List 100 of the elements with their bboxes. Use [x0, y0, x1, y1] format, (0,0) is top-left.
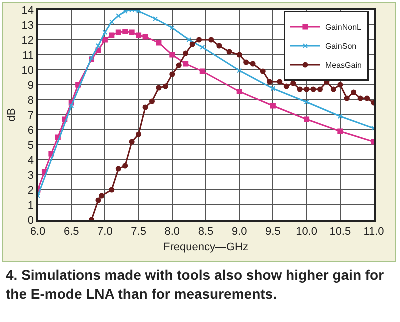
point: [153, 16, 158, 22]
point: [338, 114, 343, 119]
y-tick-label: 5: [28, 140, 34, 152]
x-tick-label: 9.5: [266, 226, 281, 238]
y-tick-label: 8: [28, 94, 34, 107]
x-tick-label: 6.0: [30, 226, 46, 238]
point: [330, 86, 336, 92]
point: [96, 44, 101, 48]
point: [129, 30, 135, 36]
y-tick-label: 6: [28, 124, 34, 137]
point: [297, 86, 303, 92]
point: [102, 37, 108, 43]
y-tick-label: 3: [28, 170, 34, 182]
y-tick-label: 7: [28, 110, 34, 122]
text: 4. Simulations made with tools also show higher gain for the E-mode LNA than for measurements.: [6, 266, 386, 304]
x-tick-label: 8.0: [164, 226, 180, 238]
y-tick-label: 0: [28, 214, 34, 227]
point: [116, 30, 122, 36]
point: [226, 49, 232, 55]
point: [244, 60, 250, 66]
legend-label: GainSon: [325, 42, 357, 52]
point: [358, 96, 364, 102]
point: [186, 38, 192, 42]
point: [109, 32, 115, 38]
point: [116, 166, 122, 172]
y-tick-label: 13: [22, 20, 34, 32]
point: [338, 82, 344, 88]
x-tick-label: 8.5: [198, 226, 214, 238]
point: [156, 85, 162, 91]
point: [122, 10, 128, 14]
y-tick-label: 14: [22, 4, 34, 17]
y-tick-label: 4: [28, 154, 34, 167]
point: [351, 90, 357, 96]
point: [267, 79, 273, 85]
point: [208, 37, 214, 43]
point: [170, 72, 176, 78]
y-tick-label: 2: [28, 184, 34, 197]
y-tick-label: 9: [28, 80, 34, 92]
point: [236, 52, 242, 58]
point: [277, 79, 283, 85]
point: [142, 34, 148, 40]
point: [102, 30, 108, 35]
point: [338, 128, 344, 134]
legend-label: MeasGain: [325, 61, 362, 70]
y-tick-label: 11: [22, 50, 34, 62]
line-series: [89, 37, 374, 220]
legend-label: GainNonL: [325, 23, 362, 32]
point: [170, 26, 175, 30]
x-tick-label: 11.0: [364, 226, 384, 238]
point: [304, 100, 310, 105]
point: [109, 187, 115, 193]
point: [122, 29, 128, 34]
y-axis-title: dB: [6, 108, 18, 122]
point: [310, 86, 316, 92]
x-tick-label: 10.0: [296, 226, 318, 238]
point: [200, 68, 206, 74]
y-tick-label: 1: [28, 200, 34, 212]
x-axis-title: Frequency—GHz: [164, 242, 248, 254]
point: [99, 193, 105, 199]
x-tick-label: 10.5: [330, 226, 352, 238]
point: [149, 98, 155, 104]
point: [304, 86, 310, 92]
point: [260, 68, 266, 74]
point: [142, 104, 148, 110]
point: [109, 20, 114, 24]
point: [136, 32, 142, 38]
point: [216, 43, 222, 49]
point: [317, 86, 323, 92]
point: [136, 10, 142, 14]
point: [290, 80, 296, 86]
point: [284, 84, 290, 90]
point: [136, 132, 142, 138]
point: [364, 96, 370, 102]
point: [156, 40, 162, 46]
point: [183, 61, 189, 67]
point: [236, 89, 242, 94]
x-tick-label: 9.0: [232, 226, 248, 238]
y-tick-label: 12: [22, 34, 34, 47]
point: [69, 104, 74, 108]
x-tick-label: 6.5: [64, 226, 80, 238]
point: [250, 61, 256, 67]
x-tick-label: 7.5: [131, 226, 146, 238]
point: [200, 45, 206, 50]
point: [237, 68, 242, 74]
point: [344, 96, 350, 102]
point: [122, 163, 128, 169]
point: [116, 14, 122, 18]
point: [176, 62, 182, 68]
point: [304, 116, 310, 122]
point: [196, 37, 202, 43]
point: [170, 52, 176, 58]
point: [270, 103, 276, 109]
point: [270, 86, 276, 92]
point: [183, 50, 189, 56]
point: [96, 198, 102, 204]
point: [129, 139, 135, 145]
y-tick-label: 10: [22, 64, 34, 77]
point: [190, 42, 196, 48]
point: [162, 84, 168, 90]
x-tick-label: 7.0: [98, 226, 113, 238]
